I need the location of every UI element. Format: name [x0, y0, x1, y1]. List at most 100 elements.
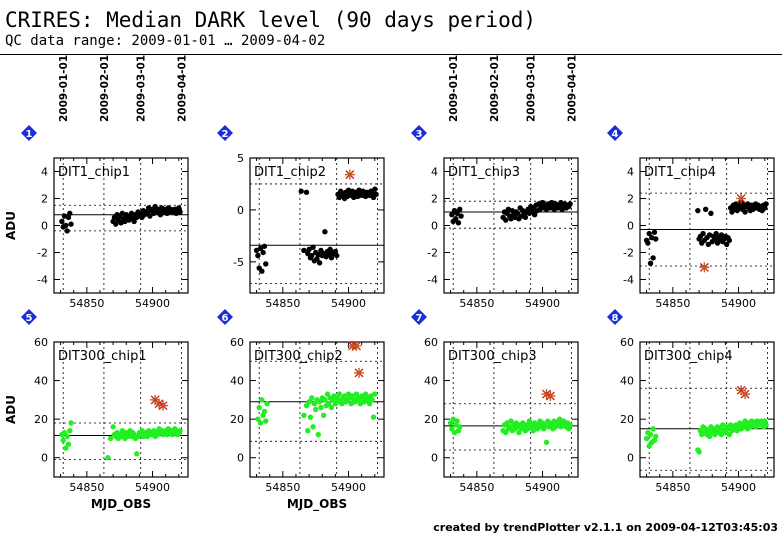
data-point [706, 433, 713, 440]
date-tick-label: 2009-03-01 [136, 55, 148, 122]
data-point [312, 406, 319, 413]
data-point [522, 214, 529, 221]
data-point [526, 418, 533, 424]
data-point [643, 435, 650, 442]
data-point [373, 191, 379, 198]
data-point [567, 201, 573, 207]
data-point [310, 424, 316, 430]
data-point [65, 441, 72, 447]
data-point [702, 206, 709, 212]
data-point [298, 188, 304, 194]
outlier-marker [699, 262, 710, 273]
panel-label: DIT1_chip2 [254, 165, 326, 180]
outlier-marker [545, 391, 556, 401]
data-point [650, 255, 656, 261]
data-point [263, 261, 269, 267]
y-tick-label: 4 [41, 166, 48, 179]
data-point [107, 435, 114, 442]
data-point [303, 402, 310, 409]
data-point [303, 189, 310, 195]
data-point [763, 201, 769, 207]
data-point [370, 414, 377, 420]
data-point [328, 404, 335, 411]
y-tick-label: -4 [37, 274, 48, 287]
data-point [259, 397, 265, 403]
panel-badge-number: 5 [26, 313, 33, 324]
data-point [309, 395, 315, 401]
data-point [726, 237, 733, 244]
data-point [255, 252, 261, 259]
data-point [454, 210, 460, 217]
y-tick-label: 20 [424, 413, 438, 426]
y-tick-label: 4 [431, 166, 438, 179]
panel-dit300-chip3: 7 0 20 40 60 54850 54900 DIT300_chip3 [411, 309, 579, 494]
x-axis-label: MJD_OBS [287, 497, 347, 512]
data-point [713, 230, 719, 237]
x-tick-label: 54900 [525, 481, 560, 494]
footer-credit: created by trendPlotter v2.1.1 on 2009-0… [433, 521, 778, 534]
panel-dit1-chip2: 2 -5 0 5 54850 54900 DIT1_chip2 [217, 125, 385, 310]
outlier-marker [344, 169, 355, 180]
data-point [447, 420, 454, 426]
data-point [651, 229, 658, 235]
y-tick-label: 0 [237, 204, 244, 217]
panel-badge-icon [217, 125, 233, 141]
data-point [503, 217, 509, 223]
x-tick-label: 54900 [135, 297, 170, 310]
data-point [314, 256, 320, 262]
y-tick-label: 20 [230, 413, 244, 426]
y-tick-label: 60 [230, 336, 244, 349]
plot-frame [249, 341, 385, 478]
x-tick-label: 54850 [459, 297, 494, 310]
data-point [315, 431, 322, 438]
data-point [64, 228, 70, 234]
data-point [567, 422, 573, 428]
panel-badge-number: 6 [222, 313, 229, 324]
x-tick-label: 54900 [721, 297, 756, 310]
page-title: CRIRES: Median DARK level (90 days perio… [5, 8, 537, 32]
data-point [176, 205, 182, 211]
outlier-marker [740, 389, 751, 400]
data-point [301, 412, 307, 418]
y-tick-label: 2 [431, 193, 438, 206]
y-tick-label: -4 [623, 274, 634, 287]
data-point [543, 439, 550, 445]
page-subtitle: QC data range: 2009-01-01 … 2009-04-02 [5, 33, 326, 49]
date-tick-label: 2009-03-01 [526, 55, 538, 122]
data-point [305, 428, 311, 434]
plot-frame [249, 157, 385, 294]
plot-frame [639, 341, 775, 478]
data-point [309, 252, 315, 259]
y-tick-label: 40 [424, 375, 438, 388]
data-point [646, 230, 652, 237]
y-tick-label: -2 [623, 247, 634, 260]
data-point [372, 186, 378, 192]
data-point [322, 397, 328, 403]
x-tick-label: 54850 [69, 481, 104, 494]
y-tick-label: 2 [627, 193, 634, 206]
y-tick-label: -2 [37, 247, 48, 260]
data-point [645, 240, 651, 246]
data-point [131, 218, 137, 225]
data-point [68, 221, 74, 227]
x-tick-label: 54850 [655, 481, 690, 494]
x-tick-label: 54900 [135, 481, 170, 494]
data-point [311, 401, 318, 407]
data-point [742, 209, 748, 215]
panel-badge-icon [607, 309, 623, 325]
y-axis-label: ADU [4, 211, 18, 240]
data-point [458, 213, 464, 219]
panel-label: DIT1_chip4 [644, 165, 716, 180]
data-point [316, 260, 323, 266]
data-point [328, 254, 335, 261]
data-point [316, 399, 323, 405]
y-tick-label: -2 [427, 247, 438, 260]
y-tick-label: 60 [34, 336, 48, 349]
data-point [366, 401, 373, 407]
data-point [261, 243, 268, 249]
plot-frame [53, 341, 189, 478]
x-tick-label: 54850 [69, 297, 104, 310]
x-tick-label: 54900 [525, 297, 560, 310]
y-tick-label: 0 [431, 452, 438, 465]
